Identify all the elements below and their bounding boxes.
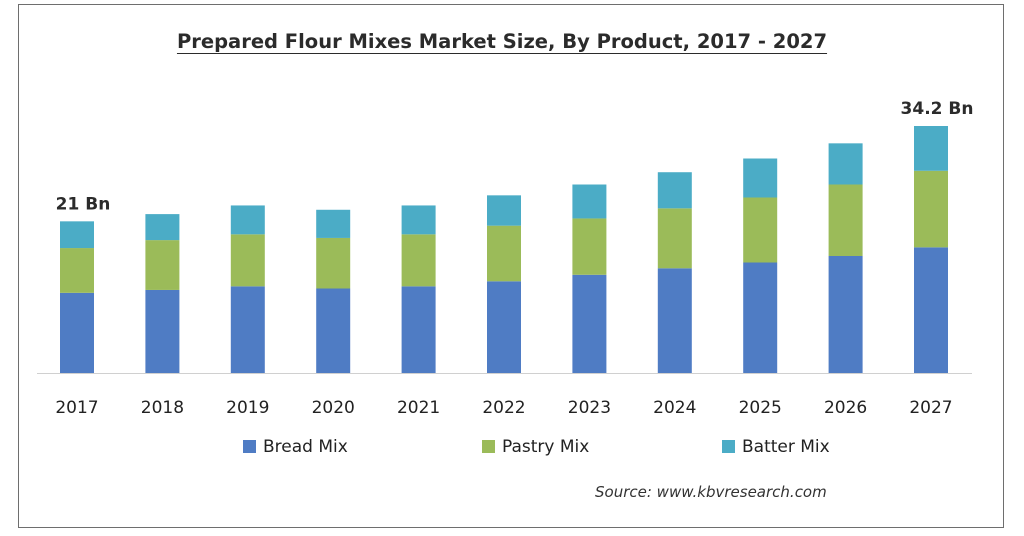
bar-batter-mix-2023: [572, 184, 607, 219]
bar-batter-mix-2019: [230, 205, 265, 235]
legend-label-pastry-mix: Pastry Mix: [502, 437, 589, 457]
x-tick-label-2027: 2027: [909, 398, 952, 418]
bar-bread-mix-2018: [145, 289, 180, 373]
x-tick-label-2019: 2019: [226, 398, 269, 418]
bar-pastry-mix-2022: [487, 225, 521, 282]
bar-bread-mix-2026: [828, 256, 863, 373]
x-tick-label-2022: 2022: [482, 398, 525, 418]
bar-bread-mix-2023: [572, 274, 607, 373]
bar-pastry-mix-2025: [743, 197, 778, 263]
chart-title: Prepared Flour Mixes Market Size, By Pro…: [176, 30, 828, 53]
legend-swatch-pastry-mix: [482, 440, 495, 453]
bar-bread-mix-2020: [316, 288, 351, 373]
bar-bread-mix-2025: [743, 262, 778, 373]
x-tick-label-2018: 2018: [141, 398, 184, 418]
bar-batter-mix-2027: [914, 126, 948, 171]
bar-batter-mix-2020: [316, 209, 351, 238]
bar-pastry-mix-2021: [401, 234, 436, 287]
bar-bread-mix-2021: [401, 286, 436, 373]
bar-bread-mix-2017: [60, 292, 94, 373]
bar-batter-mix-2025: [743, 158, 778, 198]
x-tick-label-2024: 2024: [653, 398, 696, 418]
bar-batter-mix-2018: [145, 214, 180, 241]
x-tick-label-2023: 2023: [568, 398, 611, 418]
bar-bread-mix-2019: [230, 286, 265, 373]
legend-swatch-bread-mix: [243, 440, 256, 453]
bar-pastry-mix-2018: [145, 240, 180, 290]
bar-batter-mix-2024: [657, 172, 692, 209]
data-label-2027: 34.2 Bn: [901, 99, 974, 119]
legend-label-bread-mix: Bread Mix: [263, 437, 348, 457]
legend-label-batter-mix: Batter Mix: [742, 437, 830, 457]
bar-batter-mix-2021: [401, 205, 436, 235]
bar-pastry-mix-2020: [316, 237, 351, 289]
legend-swatch-batter-mix: [722, 440, 735, 453]
x-tick-label-2021: 2021: [397, 398, 440, 418]
data-label-2017: 21 Bn: [56, 194, 111, 214]
bar-bread-mix-2022: [487, 281, 521, 373]
x-tick-label-2026: 2026: [824, 398, 867, 418]
bar-pastry-mix-2024: [657, 208, 692, 269]
x-tick-label-2017: 2017: [55, 398, 98, 418]
bar-batter-mix-2022: [487, 195, 521, 226]
bar-pastry-mix-2023: [572, 218, 607, 275]
bar-batter-mix-2026: [828, 143, 863, 185]
bar-bread-mix-2024: [657, 268, 692, 373]
source-note: Source: www.kbvresearch.com: [595, 483, 827, 501]
bar-pastry-mix-2026: [828, 184, 863, 256]
x-tick-label-2025: 2025: [739, 398, 782, 418]
bar-pastry-mix-2017: [60, 248, 94, 293]
x-tick-label-2020: 2020: [312, 398, 355, 418]
bar-pastry-mix-2027: [914, 170, 948, 248]
bar-bread-mix-2027: [914, 247, 948, 373]
bar-batter-mix-2017: [60, 221, 94, 249]
bar-pastry-mix-2019: [230, 234, 265, 287]
